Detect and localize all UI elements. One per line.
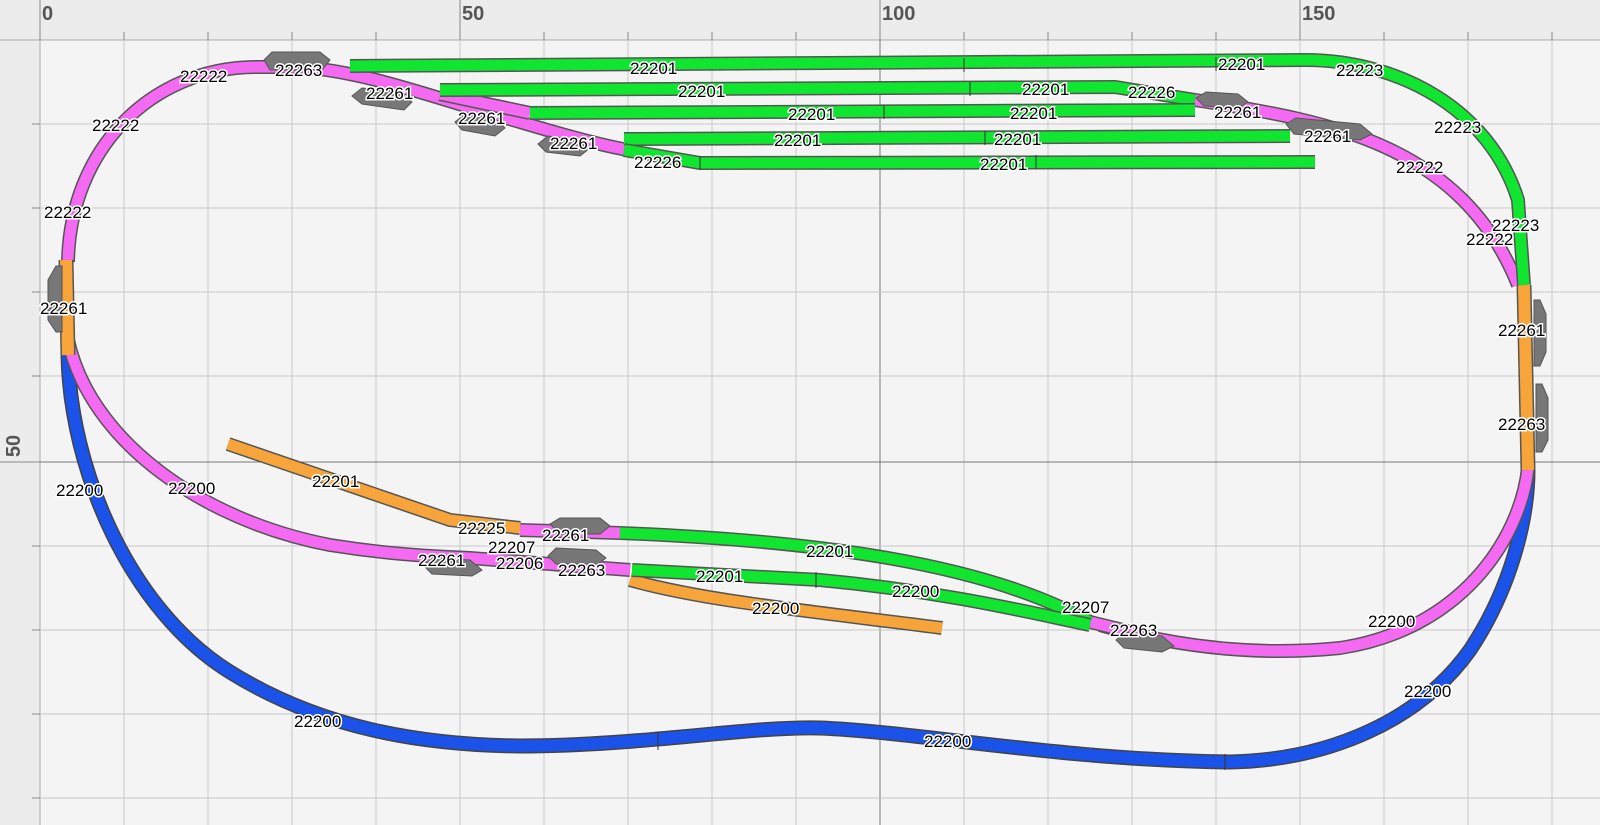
green-tracks [349,52,1531,632]
track-label[interactable]: 22201 [993,129,1043,151]
track-label[interactable]: 22223 [1433,117,1483,139]
track-label[interactable]: 22200 [1367,611,1417,633]
ruler-label-100: 100 [882,3,915,25]
track-orange-left-switch[interactable] [60,259,74,356]
track-green-bottom-2[interactable] [631,564,1092,631]
left-ruler[interactable] [0,0,40,825]
switch-motor[interactable] [263,51,331,71]
track-label[interactable]: 22261 [549,133,599,155]
switch-motor[interactable] [537,135,591,157]
track-label[interactable]: 22222 [1465,229,1515,251]
ruler-label-50: 50 [462,3,484,25]
track-label[interactable]: 22223 [1491,215,1541,237]
pink-loop [61,60,1535,659]
grid [40,40,1600,825]
track-label[interactable]: 22201 [773,130,823,152]
ruler-label-0: 0 [42,3,53,25]
track-label[interactable]: 22261 [541,525,591,547]
track-orange-right-switch[interactable] [1518,284,1534,471]
track-label[interactable]: 22263 [557,560,607,582]
track-label[interactable]: 22200 [891,581,941,603]
switch-motor[interactable] [423,557,483,577]
track-orange-siding[interactable] [226,438,521,534]
track-label[interactable]: 22225 [457,518,507,540]
track-label[interactable]: 22263 [1109,620,1159,642]
track-label[interactable]: 22207 [487,537,537,559]
track-label[interactable]: 22200 [751,598,801,620]
track-label[interactable]: 22261 [1213,102,1263,124]
switch-motor[interactable] [549,517,611,535]
track-label[interactable]: 22200 [293,711,343,733]
track-label[interactable]: 22222 [1395,157,1445,179]
track-label[interactable]: 22222 [179,66,229,88]
track-label[interactable]: 22207 [1061,597,1111,619]
track-label[interactable]: 22201 [311,471,361,493]
track-label[interactable]: 22200 [167,478,217,500]
switch-motor[interactable] [454,113,506,137]
track-label[interactable]: 22206 [495,553,545,575]
track-label[interactable]: 22261 [365,83,415,105]
switch-motor[interactable] [1115,631,1175,653]
track-label[interactable]: 22263 [274,60,324,82]
switch-motors [47,51,1549,653]
track-green-bottom-1[interactable] [619,527,1093,627]
track-label[interactable]: 22261 [39,298,89,320]
track-label[interactable]: 22261 [1303,126,1353,148]
track-label[interactable]: 22200 [1403,681,1453,703]
track-label[interactable]: 22261 [417,550,467,572]
ruler-label-150: 150 [1302,3,1335,25]
switch-motor[interactable] [1195,91,1249,109]
track-green-top-1[interactable] [349,54,1530,286]
track-orange-spur[interactable] [628,574,943,634]
orange-tracks [58,259,1536,635]
track-label[interactable]: 22222 [91,115,141,137]
ruler-label-left-50: 50 [3,435,25,457]
switch-motor[interactable] [1285,117,1373,141]
track-label[interactable]: 22201 [695,566,745,588]
track-label[interactable]: 22200 [923,731,973,753]
track-label[interactable]: 22226 [633,152,683,174]
top-ruler[interactable] [0,0,1600,40]
blue-loop [60,354,1536,770]
track-label[interactable]: 22222 [43,202,93,224]
track-label[interactable]: 22201 [787,104,837,126]
track-green-top-2[interactable] [439,81,1196,106]
track-label[interactable]: 22263 [1497,414,1547,436]
switch-motor[interactable] [1535,383,1549,453]
track-label[interactable]: 22223 [1335,60,1385,82]
track-labels: 22263 22222 22222 22222 22261 22201 2220… [39,54,1547,753]
track-label[interactable]: 22261 [457,108,507,130]
track-label[interactable]: 22201 [629,58,679,80]
track-joints [547,57,1226,770]
track-label[interactable]: 22226 [1127,82,1177,104]
track-label[interactable]: 22261 [1497,320,1547,342]
track-label[interactable]: 22201 [979,154,1029,176]
switch-motor[interactable] [547,547,607,565]
track-green-top-3[interactable] [529,104,1196,119]
track-label[interactable]: 22201 [1021,79,1071,101]
track-label[interactable]: 22201 [1009,103,1059,125]
track-green-top-4[interactable] [623,130,1291,145]
track-label[interactable]: 22201 [1217,54,1267,76]
track-label[interactable]: 22200 [55,480,105,502]
switch-motor[interactable] [351,87,413,111]
switch-motor[interactable] [47,265,63,333]
track-label[interactable]: 22201 [805,541,855,563]
track-label[interactable]: 22201 [677,81,727,103]
switch-motor[interactable] [1533,299,1547,367]
ruler-ticks [0,0,1553,799]
